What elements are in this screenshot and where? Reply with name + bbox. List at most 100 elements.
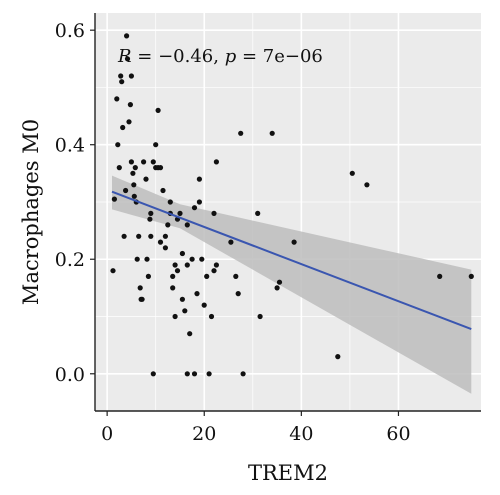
data-point — [191, 205, 198, 211]
data-point — [155, 107, 161, 113]
data-point — [162, 245, 168, 251]
data-point — [206, 371, 212, 377]
data-point — [157, 165, 164, 171]
data-point — [179, 250, 185, 257]
data-point — [123, 187, 129, 194]
r-symbol: R — [117, 46, 132, 67]
data-point — [172, 313, 178, 320]
data-point — [187, 331, 193, 337]
x-tick-label: 60 — [386, 423, 410, 445]
data-point — [170, 273, 176, 279]
data-point — [132, 165, 138, 171]
data-point — [136, 233, 142, 239]
data-point — [269, 130, 275, 136]
data-point — [468, 273, 474, 279]
data-point — [144, 256, 150, 262]
data-point — [211, 210, 217, 216]
data-point — [124, 56, 131, 62]
data-point — [364, 182, 370, 188]
data-point — [204, 273, 210, 279]
data-point — [208, 313, 215, 320]
fit-line-layer — [111, 190, 472, 331]
data-point — [240, 371, 246, 377]
data-point — [274, 285, 280, 291]
data-point — [124, 33, 130, 39]
data-point — [126, 119, 132, 125]
regression-line — [111, 190, 472, 331]
x-tick-label: 0 — [101, 423, 113, 445]
data-point — [437, 273, 443, 279]
data-point — [184, 371, 190, 377]
data-point — [150, 159, 156, 165]
data-point — [213, 159, 219, 165]
data-point — [177, 210, 183, 216]
data-point — [167, 199, 173, 205]
data-point — [201, 302, 207, 308]
y-tick-label: 0.2 — [55, 249, 85, 271]
data-point — [148, 233, 154, 239]
data-point — [130, 170, 136, 176]
data-point — [276, 279, 283, 285]
r-value: = −0.46, — [132, 46, 225, 67]
data-point — [143, 176, 149, 182]
data-point — [160, 187, 166, 194]
data-point — [172, 262, 178, 268]
data-point — [139, 296, 145, 302]
data-point — [182, 308, 188, 314]
data-point — [150, 371, 156, 377]
data-point — [141, 159, 147, 165]
data-point — [189, 256, 195, 262]
data-point — [110, 268, 116, 274]
data-point — [153, 142, 159, 148]
data-points — [110, 33, 474, 377]
data-point — [174, 268, 181, 274]
data-point — [233, 273, 239, 279]
data-point — [115, 142, 121, 148]
y-axis-title: Macrophages M0 — [19, 119, 43, 305]
data-point — [213, 262, 219, 268]
data-point — [120, 124, 126, 131]
data-point — [147, 216, 153, 222]
data-point — [179, 296, 185, 302]
data-point — [111, 196, 117, 202]
x-tick-label: 20 — [192, 423, 216, 445]
y-tick-label: 0.6 — [55, 20, 85, 42]
y-tick-label: 0.4 — [55, 135, 85, 157]
data-point — [228, 239, 234, 245]
data-point — [199, 256, 205, 262]
data-point — [121, 233, 127, 239]
y-tick-label: 0.0 — [55, 364, 85, 386]
axes — [90, 13, 481, 416]
y-tick-labels: 0.0 0.2 0.4 0.6 — [55, 20, 85, 386]
data-point — [134, 256, 140, 262]
data-point — [128, 159, 134, 165]
data-point — [127, 102, 133, 108]
data-point — [118, 73, 124, 79]
data-point — [157, 239, 164, 245]
x-tick-labels: 0 20 40 60 — [101, 423, 410, 445]
data-point — [184, 222, 190, 228]
data-point — [257, 313, 263, 320]
data-point — [238, 130, 244, 136]
data-point — [162, 233, 168, 239]
data-point — [128, 73, 134, 79]
data-point — [349, 170, 355, 176]
data-point — [119, 79, 125, 85]
data-point — [165, 222, 171, 228]
data-point — [131, 182, 137, 188]
data-point — [131, 193, 137, 199]
correlation-annotation: R = −0.46, p = 7e−06 — [117, 46, 323, 67]
data-point — [211, 268, 217, 274]
data-point — [170, 285, 176, 291]
data-point — [196, 199, 202, 205]
p-value: = 7e−06 — [236, 46, 323, 67]
data-point — [184, 262, 190, 268]
confidence-band-layer — [112, 175, 472, 394]
p-symbol: p — [225, 46, 237, 67]
data-point — [116, 165, 122, 171]
data-point — [148, 210, 154, 216]
data-point — [114, 96, 120, 102]
data-point — [235, 291, 241, 297]
x-axis-title: TREM2 — [248, 461, 328, 485]
